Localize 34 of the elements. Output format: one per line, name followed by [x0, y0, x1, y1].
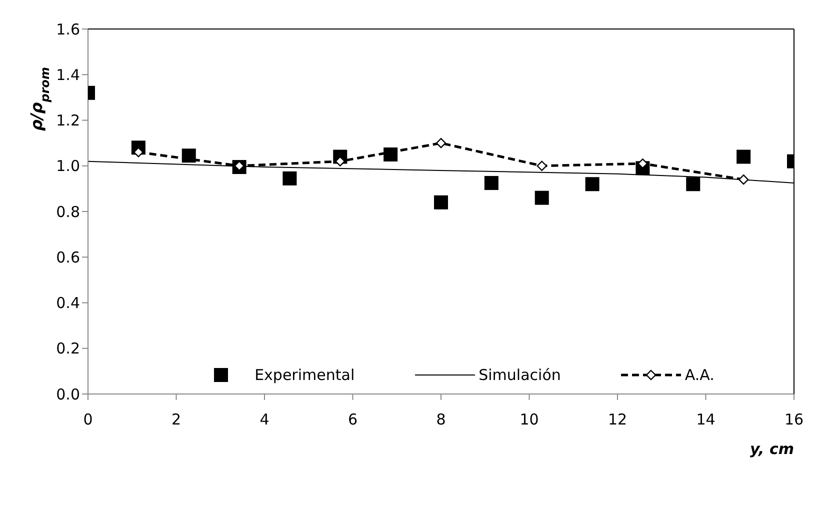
point: [182, 148, 196, 163]
point: [686, 177, 700, 192]
x-tick-label: 14: [696, 410, 716, 429]
point: [534, 190, 549, 205]
point: [536, 160, 547, 171]
legend-label: Simulación: [478, 366, 561, 384]
point: [736, 150, 751, 164]
point: [384, 147, 398, 162]
point: [282, 171, 297, 186]
y-tick-label: 1.4: [56, 66, 80, 84]
x-axis-title: y, cm: [750, 440, 794, 458]
x-tick-label: 4: [260, 410, 270, 429]
point: [585, 177, 600, 192]
x-tick-label: 12: [608, 410, 628, 429]
y-tick-label: 1.6: [56, 20, 80, 38]
y-tick-label: 1.2: [56, 112, 80, 130]
x-tick-label: 16: [784, 410, 804, 429]
x-tick-label: 6: [348, 410, 358, 429]
y-tick-label: 0.2: [56, 340, 80, 358]
legend-label: Experimental: [254, 366, 355, 384]
x-tick-label: 8: [436, 410, 446, 429]
y-tick-label: 0.6: [56, 248, 80, 266]
y-tick-label: 1.0: [56, 157, 80, 176]
y-tick-label: 0.8: [56, 202, 80, 221]
point: [484, 176, 498, 190]
x-tick-label: 10: [520, 410, 539, 429]
y-tick-label: 0.0: [56, 385, 80, 404]
point: [738, 174, 749, 185]
point: [436, 138, 446, 148]
y-tick-label: 0.4: [56, 294, 80, 312]
x-tick-label: 2: [171, 410, 182, 429]
legend-label: A.A.: [684, 366, 714, 384]
point: [434, 195, 448, 210]
x-tick-label: 0: [83, 410, 93, 429]
